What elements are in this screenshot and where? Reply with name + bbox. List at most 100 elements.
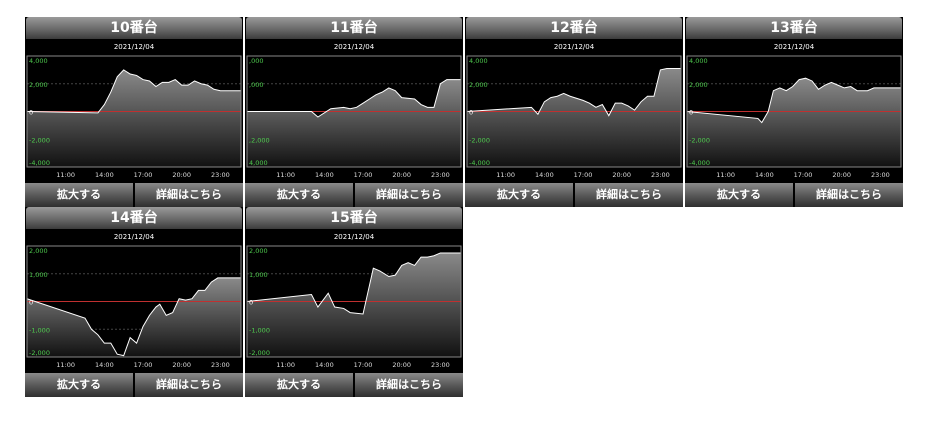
y-tick-label: 2,000 bbox=[29, 247, 48, 255]
x-tick-label: 20:00 bbox=[832, 171, 851, 179]
series-line bbox=[686, 77, 901, 124]
y-tick-label: 2,000 bbox=[29, 81, 48, 89]
zoom-button[interactable]: 拡大する bbox=[465, 183, 573, 207]
x-tick-label: 17:00 bbox=[574, 171, 593, 179]
chart: ,000 ,000 ,2,000 4,000 11:00 14:00 17:00 20:00 2… bbox=[246, 55, 462, 179]
x-tick-label: 23:00 bbox=[431, 171, 450, 179]
chart: 4,000 2,000 0 -2,000 -4,000 11:00 14:00 17:00 20… bbox=[686, 55, 902, 179]
zoom-button[interactable]: 拡大する bbox=[245, 183, 353, 207]
x-tick-label: 17:00 bbox=[134, 361, 153, 369]
detail-button[interactable]: 詳細はこちら bbox=[355, 373, 463, 397]
panel-title: 13番台 bbox=[686, 17, 902, 39]
machine-grid: 10番台 2021/12/04 4,000 2,000 0 -2,000 -4,000 11… bbox=[25, 17, 905, 397]
detail-button[interactable]: 詳細はこちら bbox=[135, 373, 243, 397]
panel-title: 14番台 bbox=[26, 207, 242, 229]
y-tick-label: 0 bbox=[29, 299, 33, 307]
plot-frame bbox=[466, 55, 682, 168]
x-tick-label: 17:00 bbox=[794, 171, 813, 179]
chart-date: 2021/12/04 bbox=[553, 43, 595, 51]
y-tick-label: -1,000 bbox=[249, 326, 270, 334]
panel-title: 12番台 bbox=[466, 17, 682, 39]
x-tick-label: 11:00 bbox=[56, 171, 75, 179]
y-tick-label: 4,000 bbox=[29, 57, 48, 65]
x-tick-label: 14:00 bbox=[315, 171, 334, 179]
area-fill bbox=[27, 277, 241, 357]
y-tick-label: 2,000 bbox=[689, 81, 708, 89]
zoom-button[interactable]: 拡大する bbox=[25, 183, 133, 207]
panel-title: 15番台 bbox=[246, 207, 462, 229]
x-tick-label: 23:00 bbox=[871, 171, 890, 179]
y-tick-label: -1,000 bbox=[29, 326, 50, 334]
panel-title: 11番台 bbox=[246, 17, 462, 39]
x-tick-label: 20:00 bbox=[172, 171, 191, 179]
x-tick-label: 14:00 bbox=[535, 171, 554, 179]
x-tick-label: 14:00 bbox=[755, 171, 774, 179]
y-tick-label: 0 bbox=[249, 299, 253, 307]
series-line bbox=[246, 252, 461, 315]
x-tick-label: 11:00 bbox=[276, 171, 295, 179]
y-tick-label: -4,000 bbox=[29, 159, 50, 167]
chart-date: 2021/12/04 bbox=[113, 43, 155, 51]
y-tick-label: 2,000 bbox=[469, 81, 488, 89]
y-tick-label: 4,000 bbox=[469, 57, 488, 65]
x-tick-label: 11:00 bbox=[496, 171, 515, 179]
series-line bbox=[247, 79, 461, 118]
x-tick-label: 20:00 bbox=[392, 361, 411, 369]
panel-buttons: 拡大する 詳細はこちら bbox=[25, 183, 243, 207]
y-tick-label: -2,000 bbox=[29, 136, 50, 144]
plot-frame bbox=[26, 55, 242, 168]
x-tick-label: 17:00 bbox=[354, 171, 373, 179]
x-tick-label: 23:00 bbox=[211, 361, 230, 369]
chart: 4,000 2,000 0 -2,000 -4,000 11:00 14:00 17:00 20… bbox=[466, 55, 682, 179]
plot-frame bbox=[26, 245, 242, 358]
area-fill bbox=[27, 69, 241, 167]
panel-buttons: 拡大する 詳細はこちら bbox=[685, 183, 903, 207]
panel-title: 10番台 bbox=[26, 17, 242, 39]
series-line bbox=[26, 69, 241, 114]
detail-button[interactable]: 詳細はこちら bbox=[575, 183, 683, 207]
x-tick-label: 17:00 bbox=[134, 171, 153, 179]
zoom-button[interactable]: 拡大する bbox=[685, 183, 793, 207]
machine-panel: 10番台 2021/12/04 4,000 2,000 0 -2,000 -4,000 11… bbox=[25, 17, 243, 207]
zoom-button[interactable]: 拡大する bbox=[245, 373, 353, 397]
chart-date: 2021/12/04 bbox=[333, 233, 375, 241]
x-tick-label: 23:00 bbox=[431, 361, 450, 369]
y-tick-label: 1,000 bbox=[29, 271, 48, 279]
y-tick-label: 4,000 bbox=[249, 159, 268, 167]
x-tick-label: 23:00 bbox=[211, 171, 230, 179]
y-tick-label: 4,000 bbox=[689, 57, 708, 65]
zoom-button[interactable]: 拡大する bbox=[25, 373, 133, 397]
x-tick-label: 14:00 bbox=[315, 361, 334, 369]
machine-panel: 15番台 2021/12/04 2,000 1,000 0 -1,000 -2,000 11… bbox=[245, 207, 463, 397]
panel-buttons: 拡大する 詳細はこちら bbox=[465, 183, 683, 207]
x-tick-label: 14:00 bbox=[95, 171, 114, 179]
area-fill bbox=[247, 79, 461, 167]
detail-button[interactable]: 詳細はこちら bbox=[355, 183, 463, 207]
chart-date: 2021/12/04 bbox=[773, 43, 815, 51]
x-tick-label: 20:00 bbox=[392, 171, 411, 179]
detail-button[interactable]: 詳細はこちら bbox=[795, 183, 903, 207]
y-tick-label: ,2,000 bbox=[249, 136, 270, 144]
machine-panel: 11番台 2021/12/04 ,000 ,000 ,2,000 4,000 11:00 1… bbox=[245, 17, 463, 207]
chart-date: 2021/12/04 bbox=[333, 43, 375, 51]
series-line bbox=[466, 67, 681, 117]
machine-panel: 14番台 2021/12/04 2,000 1,000 0 -1,000 -2,000 11… bbox=[25, 207, 243, 397]
x-tick-label: 23:00 bbox=[651, 171, 670, 179]
y-tick-label: ,000 bbox=[249, 57, 263, 65]
chart: 2,000 1,000 0 -1,000 -2,000 11:00 14:00 17:00 20… bbox=[246, 245, 462, 369]
machine-panel: 13番台 2021/12/04 4,000 2,000 0 -2,000 -4,000 11… bbox=[685, 17, 903, 207]
x-tick-label: 11:00 bbox=[56, 361, 75, 369]
panel-buttons: 拡大する 詳細はこちら bbox=[245, 373, 463, 397]
y-tick-label: 0 bbox=[469, 109, 473, 117]
x-tick-label: 20:00 bbox=[172, 361, 191, 369]
y-tick-label: -2,000 bbox=[29, 349, 50, 357]
y-tick-label: 1,000 bbox=[249, 271, 268, 279]
y-tick-label: -4,000 bbox=[469, 159, 490, 167]
chart: 4,000 2,000 0 -2,000 -4,000 11:00 14:00 17:00 20… bbox=[26, 55, 242, 179]
area-fill bbox=[687, 78, 901, 167]
panel-buttons: 拡大する 詳細はこちら bbox=[245, 183, 463, 207]
x-tick-label: 14:00 bbox=[95, 361, 114, 369]
y-tick-label: 0 bbox=[689, 109, 693, 117]
detail-button[interactable]: 詳細はこちら bbox=[135, 183, 243, 207]
y-tick-label: -2,000 bbox=[689, 136, 710, 144]
